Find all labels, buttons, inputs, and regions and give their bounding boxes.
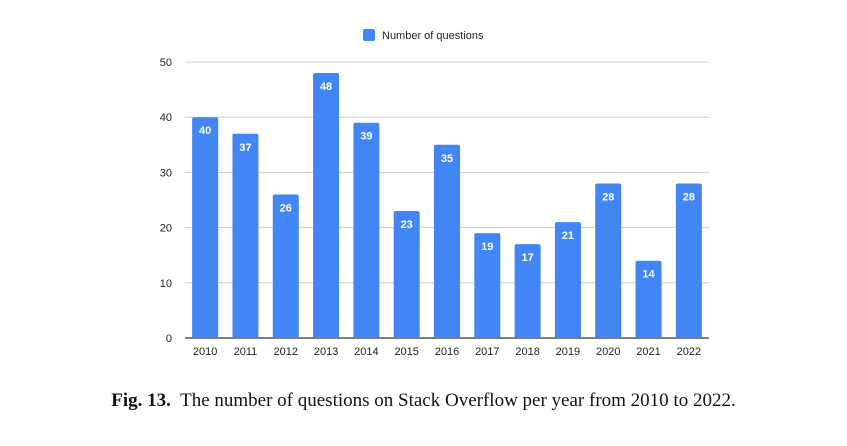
y-tick-label: 20 <box>160 223 172 235</box>
x-tick-label: 2010 <box>193 346 217 358</box>
bar-2017 <box>474 233 501 338</box>
data-label-2013: 48 <box>320 81 332 93</box>
x-tick-label: 2017 <box>475 346 499 358</box>
x-tick-label: 2013 <box>314 346 338 358</box>
bars: 40 37 26 48 39 23 35 19 17 21 28 14 28 <box>192 73 702 338</box>
bar-2010 <box>192 117 219 338</box>
x-axis-ticks: 2010 2011 2012 2013 2014 2015 2016 2017 2018 2019… <box>193 346 701 358</box>
data-label-2022: 28 <box>683 191 695 203</box>
y-tick-label: 40 <box>160 112 172 124</box>
data-label-2018: 17 <box>521 252 533 264</box>
data-label-2017: 19 <box>481 241 493 253</box>
bar-chart: 0 10 20 30 40 50 40 37 26 48 39 23 35 19 17 21 28 14 28 2… <box>160 29 709 358</box>
data-label-2019: 21 <box>562 230 574 242</box>
bar-2021 <box>635 260 662 338</box>
bar-2012 <box>272 194 299 338</box>
data-label-2012: 26 <box>280 202 292 214</box>
figure-caption-text: The number of questions on Stack Overflo… <box>180 390 736 411</box>
bar-2018 <box>514 244 541 338</box>
y-tick-label: 50 <box>160 57 172 69</box>
figure-caption: Fig. 13. The number of questions on Stac… <box>0 390 847 412</box>
bar-2019 <box>554 222 581 338</box>
data-label-2011: 37 <box>239 142 251 154</box>
bar-2015 <box>393 211 420 338</box>
data-label-2014: 39 <box>360 131 372 143</box>
bar-2016 <box>434 144 460 338</box>
x-tick-label: 2022 <box>677 346 701 358</box>
x-tick-label: 2011 <box>234 346 258 358</box>
data-label-2021: 14 <box>642 269 655 281</box>
bar-2013 <box>313 73 340 338</box>
x-tick-label: 2012 <box>274 346 298 358</box>
bar-2020 <box>595 183 622 338</box>
bar-2014 <box>353 122 380 338</box>
legend-swatch <box>363 29 375 41</box>
x-tick-label: 2016 <box>435 346 459 358</box>
y-tick-label: 30 <box>160 167 172 179</box>
data-label-2020: 28 <box>602 191 614 203</box>
y-tick-label: 10 <box>160 278 172 290</box>
x-tick-label: 2018 <box>515 346 539 358</box>
x-tick-label: 2021 <box>636 346 660 358</box>
x-tick-label: 2015 <box>394 346 418 358</box>
data-label-2010: 40 <box>199 125 211 137</box>
legend: Number of questions <box>363 29 484 42</box>
bar-2022 <box>675 183 702 338</box>
data-label-2016: 35 <box>441 153 453 165</box>
x-tick-label: 2019 <box>556 346 580 358</box>
x-tick-label: 2014 <box>354 346 378 358</box>
y-axis-ticks: 0 10 20 30 40 50 <box>160 57 172 345</box>
legend-label: Number of questions <box>382 30 484 42</box>
figure-label: Fig. 13. <box>111 390 171 411</box>
data-label-2015: 23 <box>401 219 413 231</box>
y-tick-label: 0 <box>166 333 172 345</box>
bar-2011 <box>232 133 259 338</box>
x-tick-label: 2020 <box>596 346 620 358</box>
